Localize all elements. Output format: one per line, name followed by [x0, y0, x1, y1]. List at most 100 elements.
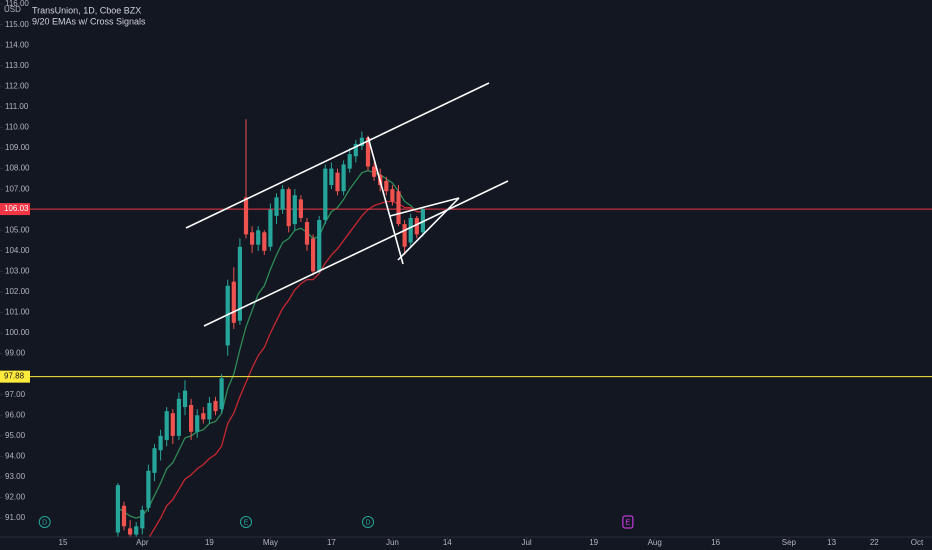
candle-body	[140, 509, 145, 529]
y-tick-label: 94.00	[5, 452, 26, 461]
channel-upper	[185, 82, 490, 229]
event-label: E	[244, 519, 249, 526]
x-tick-label: 22	[870, 538, 879, 547]
y-tick-label: 102.00	[5, 287, 30, 296]
candle-body	[170, 413, 175, 436]
x-tick-label: 19	[589, 538, 598, 547]
x-tick-label: May	[263, 538, 278, 547]
price-label: 97.88	[4, 372, 25, 381]
event-marker	[38, 516, 51, 528]
candle-body	[158, 435, 163, 451]
y-tick-label: 101.00	[5, 308, 30, 317]
channel-lower	[203, 180, 509, 327]
candle-body	[262, 232, 267, 251]
event-label: D	[365, 519, 370, 526]
x-tick-label: 14	[443, 538, 452, 547]
chart-title: TransUnion, 1D, Cboe BZX	[32, 5, 141, 15]
y-tick-label: 114.00	[5, 40, 29, 49]
y-tick-label: 96.00	[5, 410, 26, 419]
candle-body	[195, 415, 200, 432]
x-tick-label: Sep	[782, 538, 797, 547]
y-tick-label: 91.00	[5, 513, 26, 522]
currency-label: USD	[4, 5, 21, 14]
event-label: D	[42, 519, 47, 526]
candle-body	[182, 390, 188, 408]
y-tick-label: 92.00	[5, 493, 26, 502]
drawings	[185, 82, 509, 327]
wedge-line	[389, 197, 460, 217]
candle-body	[347, 154, 352, 169]
x-tick-label: 13	[827, 538, 836, 547]
event-marker	[240, 516, 253, 528]
x-tick-label: 19	[205, 538, 214, 547]
candle-body	[237, 246, 243, 321]
candle-body	[298, 199, 304, 218]
candle-body	[243, 197, 249, 235]
wedge-line	[397, 197, 460, 261]
candle-body	[329, 168, 334, 186]
candle-body	[292, 195, 297, 225]
y-tick-label: 116.00	[5, 0, 29, 8]
x-tick-label: 17	[327, 538, 336, 547]
y-tick-label: 107.00	[5, 184, 30, 193]
candle-body	[280, 189, 285, 210]
candle-body	[414, 217, 419, 235]
y-tick-label: 103.00	[5, 266, 30, 275]
candle-body	[384, 180, 389, 192]
candle-body	[323, 168, 328, 220]
candle-body	[176, 398, 182, 436]
y-tick-label: 108.00	[5, 164, 30, 173]
candle-body	[317, 219, 322, 272]
candle-body	[225, 285, 230, 346]
y-tick-label: 100.00	[5, 328, 30, 337]
x-tick-label: Jul	[521, 538, 531, 547]
candle-body	[152, 448, 157, 473]
y-tick-label: 115.00	[5, 20, 29, 29]
candle-body	[219, 378, 224, 410]
y-tick-label: 113.00	[5, 61, 29, 70]
y-tick-label: 105.00	[5, 225, 30, 234]
y-tick-label: 97.00	[5, 390, 26, 399]
candle-body	[231, 281, 236, 323]
candle-body	[390, 189, 395, 202]
event-label: E	[626, 519, 631, 526]
y-tick-label: 104.00	[5, 246, 30, 255]
candle-body	[213, 400, 218, 412]
candle-body	[256, 230, 261, 245]
ema-line	[148, 200, 423, 537]
price-label: 106.03	[4, 204, 29, 213]
candle-body	[408, 217, 413, 243]
candle-body	[189, 405, 194, 432]
y-tick-label: 112.00	[5, 81, 29, 90]
candle-body	[420, 209, 426, 233]
candle-body	[359, 137, 365, 146]
wedge-line	[367, 136, 404, 265]
candle-body	[365, 137, 371, 167]
y-tick-label: 110.00	[5, 123, 29, 132]
y-tick-label: 99.00	[5, 349, 26, 358]
candle-body	[128, 528, 133, 535]
price-label-bg	[0, 203, 30, 216]
candle-body	[207, 402, 212, 420]
candle-body	[164, 411, 169, 440]
candle-body	[335, 172, 340, 192]
indicator-name: 9/20 EMAs w/ Cross Signals	[32, 16, 146, 26]
candle-body	[304, 222, 310, 245]
x-tick-label: 16	[711, 538, 720, 547]
candle-body	[115, 485, 121, 533]
y-tick-label: 109.00	[5, 143, 30, 152]
candle-body	[353, 143, 358, 157]
plot-area	[0, 119, 932, 537]
x-tick-label: Apr	[136, 538, 149, 547]
event-marker	[622, 515, 634, 529]
event-marker	[362, 516, 375, 528]
candle-body	[402, 224, 407, 247]
y-tick-label: 111.00	[5, 102, 29, 111]
candle-body	[311, 238, 316, 272]
candle-body	[274, 197, 279, 216]
candle-body	[121, 505, 127, 527]
candle-body	[250, 232, 255, 245]
